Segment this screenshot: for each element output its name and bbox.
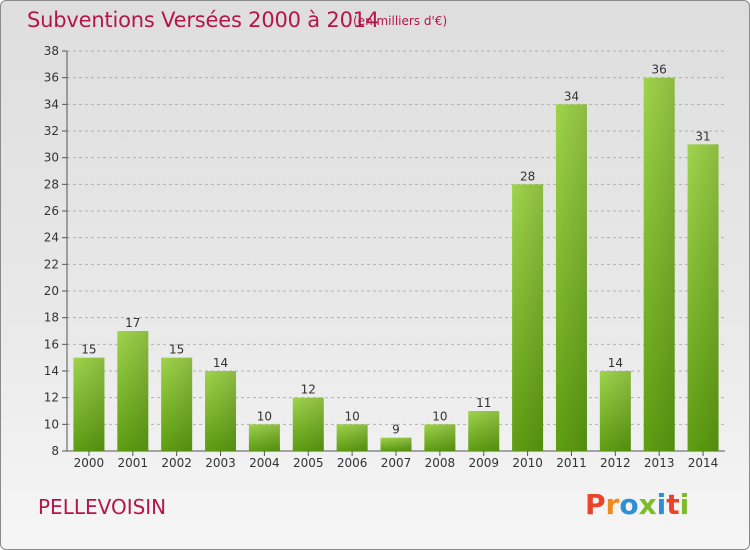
x-tick-label: 2011	[556, 456, 587, 470]
data-label: 28	[520, 169, 535, 183]
bar-shade	[424, 424, 456, 451]
x-tick-label: 2003	[205, 456, 236, 470]
y-tick-label: 28	[44, 177, 59, 191]
bar-shade	[599, 371, 631, 451]
data-label: 9	[392, 423, 400, 437]
y-tick-label: 14	[44, 364, 59, 378]
data-label: 10	[344, 409, 359, 423]
bar-shade	[292, 397, 324, 451]
data-label: 10	[257, 409, 272, 423]
y-tick-label: 8	[51, 444, 59, 458]
bar-shade	[555, 104, 587, 451]
bar-shade	[512, 184, 544, 452]
logo-letter: t	[666, 488, 680, 521]
x-tick-label: 2012	[600, 456, 631, 470]
data-label: 36	[652, 63, 667, 77]
y-tick-label: 20	[44, 284, 59, 298]
y-tick-label: 10	[44, 417, 59, 431]
y-tick-label: 16	[44, 337, 59, 351]
logo-letter: P	[585, 488, 606, 521]
x-tick-label: 2000	[74, 456, 105, 470]
y-tick-label: 32	[44, 124, 59, 138]
data-label: 14	[608, 356, 623, 370]
x-tick-label: 2004	[249, 456, 280, 470]
y-tick-label: 36	[44, 71, 59, 85]
y-tick-label: 12	[44, 391, 59, 405]
data-label: 15	[81, 343, 96, 357]
data-label: 31	[695, 129, 710, 143]
data-label: 11	[476, 396, 491, 410]
data-label: 12	[301, 383, 316, 397]
chart-title: Subventions Versées 2000 à 2014	[27, 8, 380, 32]
bar-shade	[161, 357, 193, 451]
chart-unit-note: (en milliers d'€)	[353, 14, 448, 28]
x-tick-label: 2010	[512, 456, 543, 470]
data-label: 34	[564, 89, 579, 103]
logo-letter: r	[605, 488, 620, 521]
y-tick-label: 30	[44, 151, 59, 165]
bar-shade	[117, 331, 149, 451]
bar-shade	[468, 411, 500, 451]
bar-shade	[248, 424, 280, 451]
x-tick-label: 2005	[293, 456, 324, 470]
bar-shade	[205, 371, 237, 451]
y-tick-label: 22	[44, 257, 59, 271]
bar-shade	[73, 357, 105, 451]
logo-letter: i	[679, 488, 690, 521]
x-tick-label: 2006	[337, 456, 368, 470]
y-tick-label: 18	[44, 311, 59, 325]
data-label: 17	[125, 316, 140, 330]
y-tick-label: 24	[44, 231, 59, 245]
logo-letter: o	[619, 488, 639, 521]
y-tick-label: 34	[44, 97, 59, 111]
x-tick-label: 2007	[381, 456, 412, 470]
logo-letter: x	[638, 488, 657, 521]
bar-shade	[643, 77, 675, 452]
data-label: 14	[213, 356, 228, 370]
x-tick-label: 2001	[118, 456, 149, 470]
bar-shade	[336, 424, 368, 451]
y-tick-label: 38	[44, 44, 59, 58]
x-tick-label: 2014	[688, 456, 719, 470]
y-tick-label: 26	[44, 204, 59, 218]
data-label: 15	[169, 343, 184, 357]
x-tick-label: 2009	[468, 456, 499, 470]
bar-shade	[687, 144, 719, 452]
commune-name: PELLEVOISIN	[38, 495, 167, 519]
bar-shade	[380, 437, 412, 451]
x-tick-label: 2013	[644, 456, 675, 470]
data-label: 10	[432, 409, 447, 423]
x-tick-label: 2008	[425, 456, 456, 470]
proxiti-logo: Proxiti	[585, 488, 689, 521]
x-tick-label: 2002	[161, 456, 192, 470]
logo-letter: i	[656, 488, 667, 521]
